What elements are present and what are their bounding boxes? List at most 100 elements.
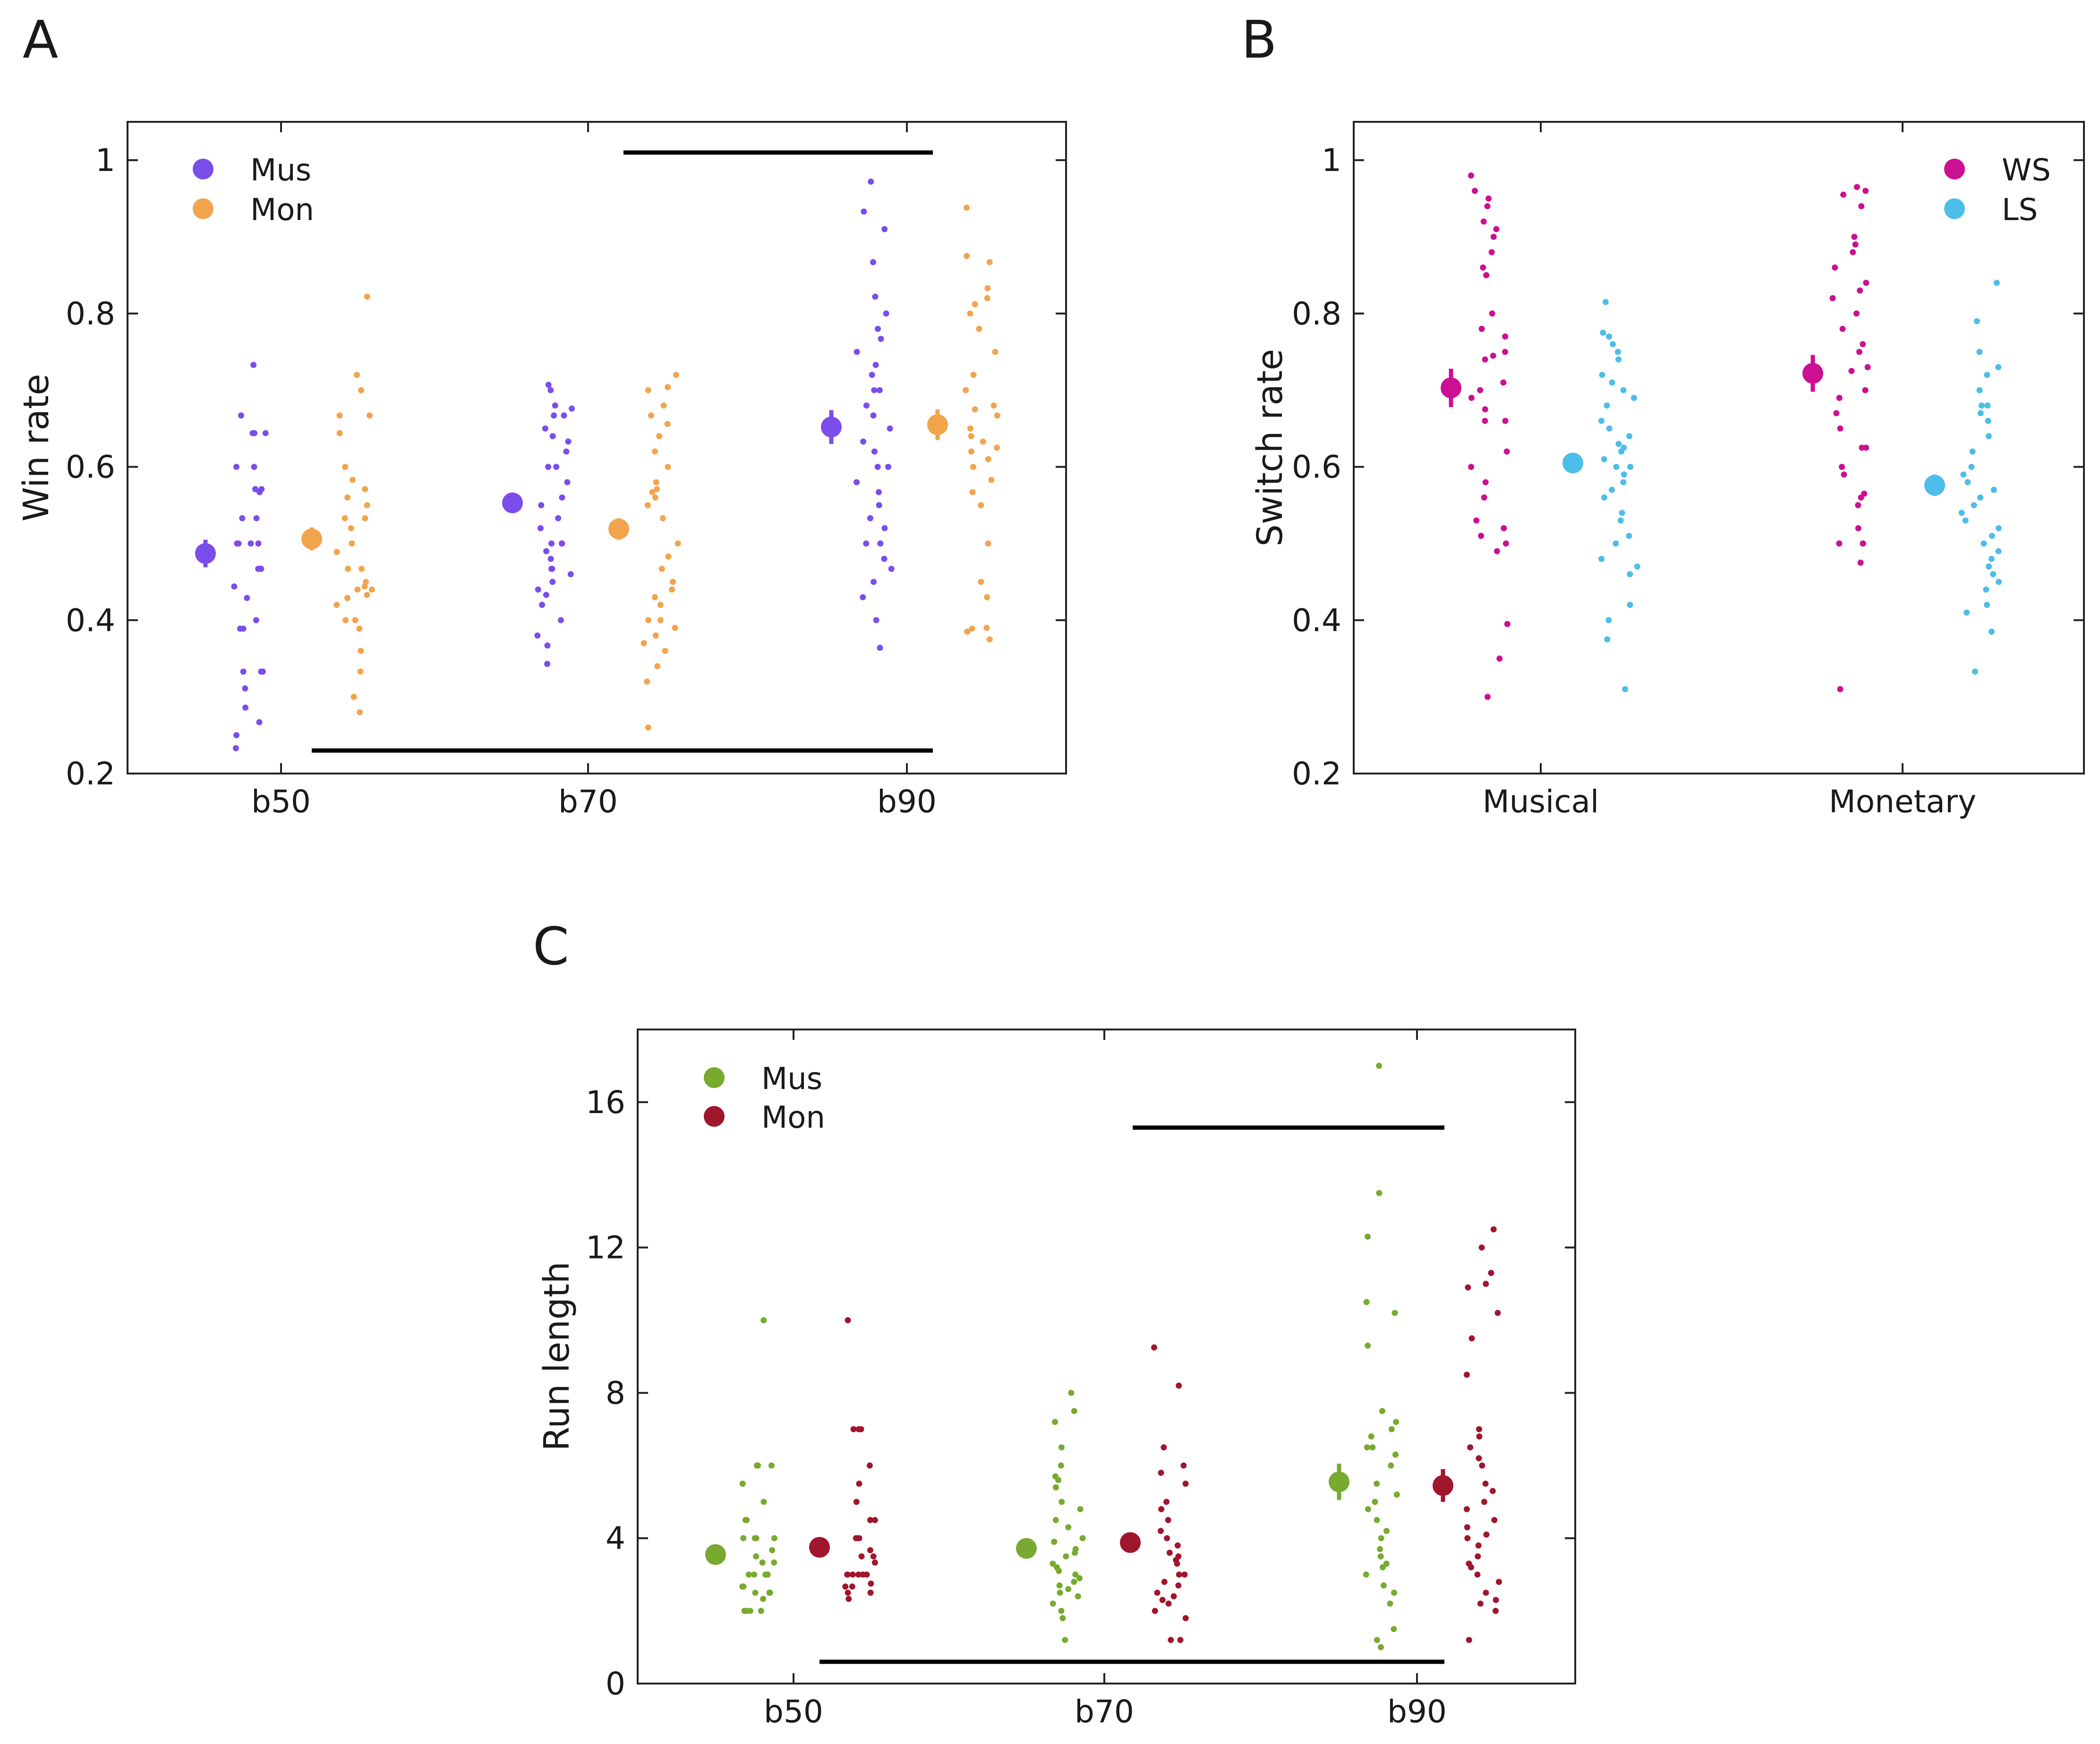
panel-b-ws-data-point (1864, 364, 1871, 370)
panel-b-ws-data-point (1489, 310, 1495, 317)
panel-b-ytick-label: 0.4 (1292, 602, 1341, 638)
panel-b-ws-data-point (1478, 533, 1485, 539)
panel-b-ls-data-point (1621, 471, 1627, 478)
panel-a-mon-data-point (664, 421, 671, 427)
panel-a-xtick-label: b50 (251, 783, 311, 820)
panel-b-legend: WS LS (1944, 153, 2051, 228)
panel-b-ws-data-point (1855, 502, 1861, 509)
panel-a-mon-data-point (963, 387, 969, 393)
panel-b-ls-data-point (1627, 464, 1634, 470)
panel-c-mon-data-point (1154, 1590, 1161, 1596)
panel-c-mon-data-point (1168, 1637, 1174, 1643)
panel-a-mus-data-point (878, 336, 884, 342)
panel-b-ws-data-point (1501, 525, 1507, 531)
panel-c-mon-data-point (855, 1426, 862, 1432)
panel-a-mon-data-point (652, 494, 658, 501)
panel-a-mus-data-point (239, 515, 246, 521)
panel-c-mus-data-point (769, 1547, 776, 1554)
panel-a-mon-data-point (970, 372, 977, 378)
panel-b-ws-data-point (1502, 540, 1509, 547)
panel-a-mus-data-point (885, 464, 891, 470)
panel-a-mon-data-point (670, 578, 676, 585)
panel-a-mon-data-point (333, 602, 340, 608)
panel-a-mus-data-point (539, 602, 545, 608)
panel-a-mon-data-point (969, 625, 975, 632)
panel-a-mus-data-point (552, 402, 558, 409)
panel-a-mon-data-point (344, 494, 351, 501)
panel-a-mus-data-point (567, 571, 574, 578)
panel-b-ws-data-point (1837, 425, 1844, 432)
panel-c-mon-data-point (849, 1583, 855, 1590)
panel-a-mus-data-point (233, 732, 239, 739)
panel-c-mus-data-point (1388, 1462, 1394, 1469)
panel-b-ws-data-point (1480, 264, 1486, 271)
panel-c-mus-data-point (1077, 1506, 1084, 1513)
panel-a-mon-data-point (345, 566, 351, 572)
panel-a-mon-data-point (656, 433, 663, 440)
panel-a-mon-data-point (672, 625, 678, 631)
panel-c-xtick-label: b90 (1387, 1693, 1447, 1730)
panel-b-ls-data-point (1983, 586, 1989, 593)
panel-c-mon-data-point (867, 1590, 874, 1596)
panel-c-mus-data-point (1387, 1600, 1393, 1607)
panel-a-mus-data-point (869, 372, 875, 378)
panel-a-mus-data-point (250, 362, 257, 368)
panel-a-mus-mean-marker (195, 543, 216, 564)
panel-a-mus-data-point (871, 578, 877, 585)
panel-b-ls-data-point (1977, 410, 1984, 417)
panel-a-mus-data-point (876, 387, 883, 393)
panel-c-mon-data-point (858, 1553, 865, 1560)
panel-c-mus-data-point (1052, 1517, 1059, 1523)
panel-b-ws-data-point (1480, 218, 1487, 225)
panel-c-mus-data-point (760, 1498, 767, 1505)
panel-b-ls-data-point (1988, 555, 1995, 562)
panel-a-legend-marker-mus (193, 159, 213, 179)
panel-c-mon-data-point (871, 1559, 878, 1566)
panel-a-xtick-label: b70 (558, 783, 618, 820)
panel-b-ls-data-point (1971, 502, 1977, 509)
panel-a-mon-data-point (669, 586, 675, 593)
panel-c-mus-data-point (1378, 1535, 1384, 1541)
panel-b-ws-data-point (1856, 349, 1862, 355)
panel-b-ls-data-point (1599, 372, 1605, 378)
panel-a-mus-data-point (255, 540, 262, 547)
panel-c-mus-data-point (1056, 1568, 1062, 1574)
panel-c-mon-data-point (842, 1583, 849, 1590)
panel-c-mus-mean-marker (1016, 1538, 1037, 1559)
panel-c-mus-data-point (1055, 1477, 1062, 1483)
panel-a-mon-data-point (367, 412, 373, 419)
panel-c-legend-label-mus: Mus (761, 1062, 822, 1097)
panel-b-ws-data-point (1468, 172, 1474, 179)
panel-c-mus-data-point (1380, 1564, 1386, 1571)
panel-c-mus-data-point (759, 1559, 766, 1566)
panel-c-mus-data-point (1056, 1582, 1063, 1589)
panel-c-mon-data-point (1463, 1506, 1470, 1513)
panel-a-mon-data-point (640, 640, 647, 647)
panel-b-ws-data-point (1860, 540, 1866, 547)
panel-a-mon-data-point (984, 285, 991, 291)
panel-a-mus-data-point (258, 668, 265, 675)
panel-c-mus-data-point (1393, 1491, 1400, 1498)
panel-c-mus-data-point (752, 1590, 759, 1596)
panel-a-mon-data-point (983, 625, 990, 631)
panel-c-mus-data-point (771, 1559, 777, 1566)
panel-b-ws-data-point (1848, 368, 1855, 374)
panel-c-mon-data-point (1494, 1310, 1501, 1316)
panel-a-mus-data-point (252, 486, 258, 493)
panel-b-ws-data-point (1836, 540, 1843, 547)
panel-b-ls-data-point (1984, 372, 1990, 378)
panel-c-mus-data-point (1065, 1586, 1072, 1592)
panel-a-mus-data-point (251, 430, 257, 436)
panel-a-mon-data-point (984, 295, 990, 301)
panel-c-mon-data-point (1165, 1517, 1171, 1523)
panel-a-plot-frame (127, 121, 1067, 774)
panel-a-ytick-label: 0.2 (66, 756, 115, 792)
panel-a-mon-data-point (994, 412, 1000, 419)
panel-a-mon-data-point (361, 583, 368, 590)
panel-a-mon-mean-marker (927, 414, 948, 435)
panel-c-mus-data-point (768, 1462, 775, 1469)
panel-a-mon-data-point (657, 602, 664, 608)
panel-b-ws-data-point (1862, 387, 1869, 393)
panel-a-mus-data-point (876, 489, 882, 495)
panel-c-mus-data-point (1079, 1535, 1086, 1541)
